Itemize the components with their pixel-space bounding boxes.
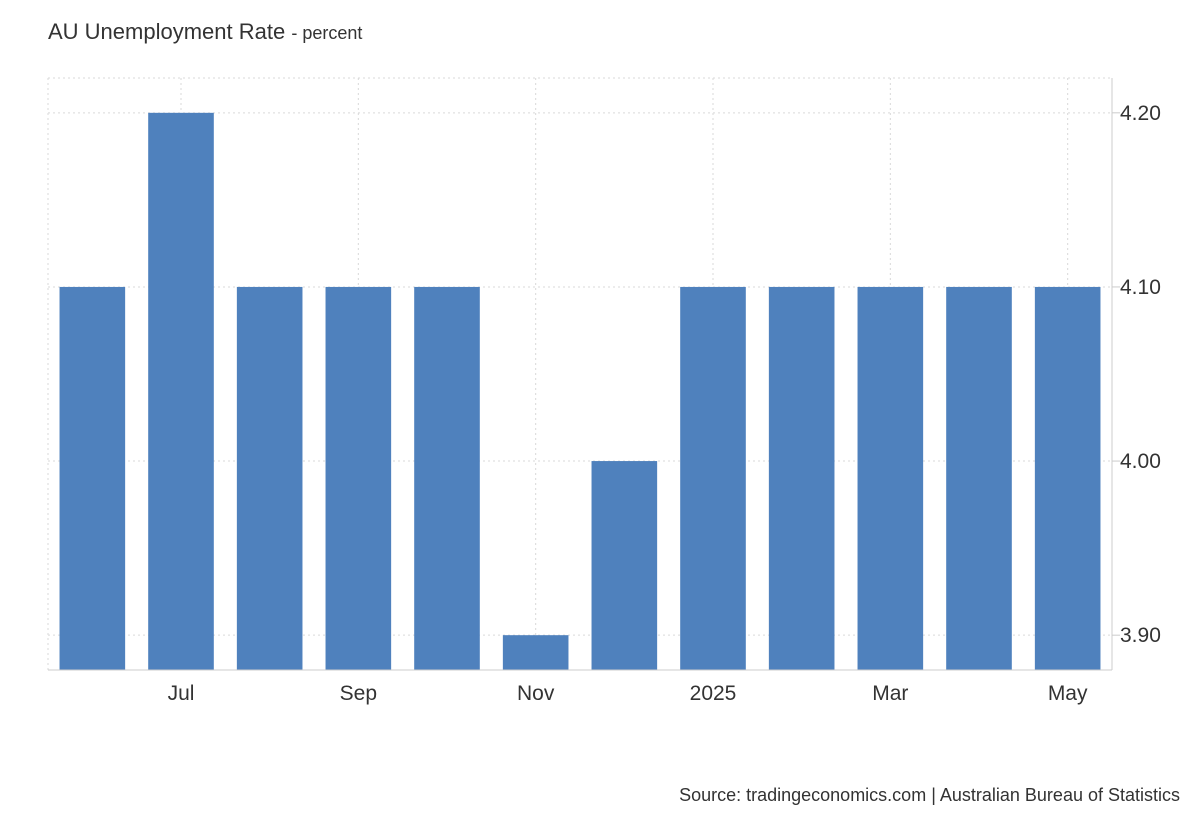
bars: [59, 112, 1101, 670]
x-tick-label: Sep: [340, 682, 377, 705]
y-tick-label: 3.90: [1120, 624, 1161, 647]
x-tick-label: Nov: [517, 682, 555, 705]
bar-aug: [236, 286, 303, 670]
bar-chart: 3.90 4.00 4.10 4.20 Jul Sep Nov 2025 Mar May: [47, 77, 1161, 705]
source-note: Source: tradingeconomics.com | Australia…: [679, 785, 1180, 805]
bar-may: [1034, 286, 1101, 670]
bar-sep: [325, 286, 392, 670]
y-tick-label: 4.20: [1120, 102, 1161, 125]
bar-nov: [502, 635, 569, 670]
bar-feb: [768, 286, 835, 670]
tick-labels: 3.90 4.00 4.10 4.20 Jul Sep Nov 2025 Mar May: [168, 102, 1161, 705]
bar-jun: [59, 286, 126, 670]
bar-apr: [946, 286, 1012, 670]
bar-oct: [414, 286, 480, 670]
y-tick-label: 4.00: [1120, 450, 1161, 473]
y-tick-label: 4.10: [1120, 276, 1161, 299]
bar-dec: [591, 461, 658, 670]
bar-jul: [148, 112, 214, 670]
chart-title: AU Unemployment Rate - percent: [48, 19, 362, 45]
x-tick-label: May: [1048, 682, 1088, 705]
bar-2025: [680, 286, 746, 670]
x-tick-label: Mar: [872, 682, 908, 705]
chart-title-text: AU Unemployment Rate: [48, 19, 286, 44]
axes: [48, 78, 1120, 671]
x-tick-label: Jul: [168, 682, 195, 705]
bar-mar: [857, 286, 924, 670]
x-tick-label: 2025: [690, 682, 737, 705]
chart-unit: - percent: [291, 23, 363, 43]
